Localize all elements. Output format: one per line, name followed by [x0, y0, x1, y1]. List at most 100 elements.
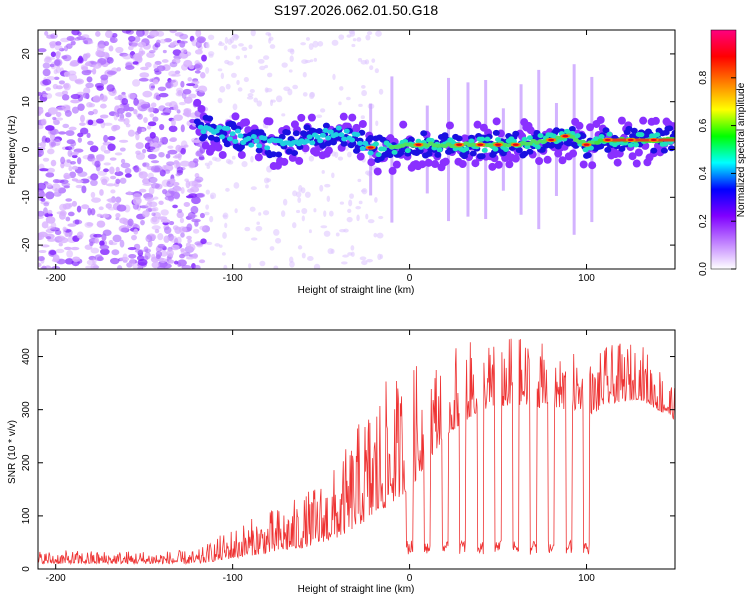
noise-blob	[151, 212, 156, 217]
noise-blob	[127, 190, 132, 196]
ridge-outer	[214, 143, 223, 152]
noise-blob	[151, 261, 160, 269]
noise-blob	[187, 188, 195, 193]
noise-blob	[111, 32, 118, 38]
noise-blob	[110, 189, 116, 194]
noise-blob	[135, 132, 140, 141]
noise-blob	[151, 216, 158, 223]
snr-panel: -200 -100 0 100 0 100 200 300 400 Height of str…	[7, 329, 676, 595]
noise-blob	[163, 235, 170, 243]
ridge-core	[662, 141, 669, 147]
noise-blob	[289, 48, 295, 55]
noise-blob	[142, 90, 153, 98]
noise-blob	[256, 100, 263, 107]
noise-blob	[150, 165, 161, 173]
noise-blob	[79, 127, 89, 135]
ridge-mid	[579, 133, 587, 140]
noise-blob	[95, 49, 103, 57]
ridge-outer	[193, 98, 202, 107]
noise-blob	[183, 59, 193, 68]
ridge-core	[372, 141, 379, 147]
noise-blob	[111, 249, 120, 256]
ridge-core	[367, 150, 374, 156]
noise-blob	[248, 263, 252, 269]
ridge-outer	[494, 160, 503, 169]
noise-blob	[45, 183, 53, 188]
noise-blob	[138, 50, 144, 57]
noise-blob	[61, 104, 71, 110]
ridge-core	[479, 136, 486, 142]
noise-blob	[150, 102, 157, 108]
colorbar-tick-label: 0.6	[698, 118, 709, 132]
noise-blob	[85, 265, 96, 269]
ridge-mid	[329, 139, 337, 146]
snr-x-label: Height of straight line (km)	[298, 584, 415, 595]
y-tick-label: 400	[21, 348, 32, 365]
noise-blob	[159, 38, 167, 44]
noise-blob	[329, 210, 334, 217]
noise-blob	[95, 31, 101, 37]
noise-blob	[256, 221, 260, 225]
noise-blob	[225, 83, 231, 90]
noise-blob	[171, 118, 176, 127]
noise-blob	[115, 217, 120, 221]
ridge-mid	[381, 151, 389, 158]
noise-blob	[62, 83, 70, 89]
snr-y-ticks: 0 100 200 300 400	[21, 348, 675, 572]
noise-blob	[374, 68, 379, 74]
noise-blob	[147, 121, 157, 127]
noise-blob	[58, 131, 67, 135]
noise-blob	[92, 68, 97, 75]
noise-blob	[52, 83, 59, 90]
noise-blob	[339, 86, 344, 91]
noise-blob	[71, 151, 79, 155]
noise-blob	[159, 257, 167, 263]
noise-blob	[106, 84, 115, 92]
noise-blob	[188, 160, 196, 169]
noise-blob	[376, 232, 384, 239]
noise-blob	[146, 200, 153, 205]
noise-blob	[42, 79, 52, 86]
ridge-outer	[471, 159, 480, 168]
noise-blob	[127, 92, 136, 100]
ridge-hotspot-core	[627, 138, 634, 142]
ridge-core	[598, 134, 605, 140]
noise-blob	[144, 197, 155, 202]
noise-blob	[110, 257, 120, 265]
noise-blob	[63, 71, 71, 78]
ridge-core	[309, 140, 316, 146]
noise-blob	[210, 194, 214, 200]
noise-blob	[100, 248, 110, 256]
noise-blob	[253, 97, 258, 103]
ridge-mid	[618, 145, 626, 152]
noise-blob	[137, 258, 148, 266]
noise-blob	[259, 65, 266, 71]
noise-blob	[121, 30, 132, 34]
ridge-core	[341, 136, 348, 142]
noise-blob	[259, 260, 266, 267]
noise-blob	[86, 40, 94, 45]
ridge-outer	[367, 158, 376, 167]
noise-blob	[64, 109, 72, 117]
noise-blob	[106, 57, 114, 64]
noise-blob	[101, 213, 110, 218]
ridge-outer	[535, 157, 544, 166]
noise-blob	[375, 120, 379, 127]
noise-blob	[77, 57, 84, 64]
noise-blob	[331, 172, 335, 179]
ridge-outer	[639, 116, 648, 125]
ridge-core	[492, 146, 499, 152]
ridge-outer	[543, 155, 552, 164]
ridge-core	[338, 132, 345, 138]
ridge-outer	[596, 115, 605, 124]
noise-blob	[116, 204, 127, 212]
noise-blob	[232, 103, 238, 111]
noise-blob	[352, 38, 357, 42]
ridge-mid	[565, 140, 573, 147]
noise-blob	[103, 149, 111, 154]
noise-blob	[102, 229, 112, 236]
noise-blob	[366, 258, 373, 263]
noise-blob	[222, 232, 227, 239]
noise-blob	[300, 42, 306, 46]
colorbar-ticks: 0.0 0.2 0.4 0.6 0.8	[698, 70, 736, 276]
